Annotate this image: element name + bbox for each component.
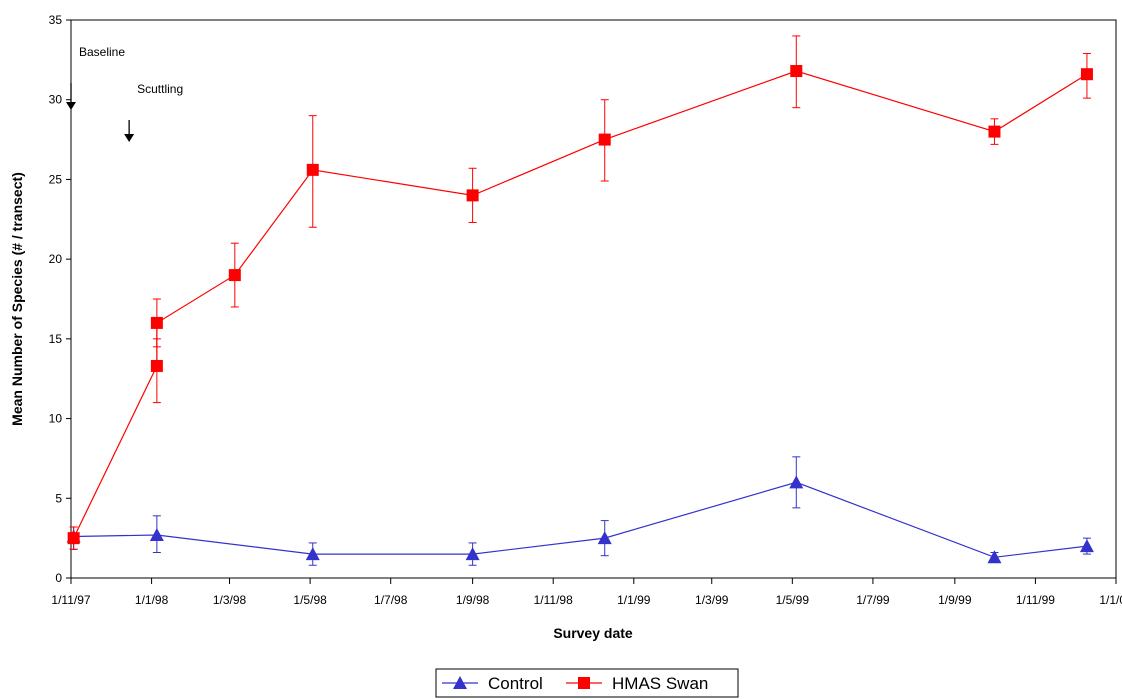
series-line-control (73, 481, 1087, 558)
data-point-square (790, 65, 803, 78)
x-tick-label: 1/1/99 (617, 593, 651, 607)
annotation-arrow-head (66, 102, 76, 110)
x-axis-title: Survey date (553, 625, 633, 641)
x-tick-label: 1/5/98 (293, 593, 327, 607)
data-point-square (1080, 68, 1093, 81)
x-axis: 1/11/97 1/1/98 1/3/98 1/5/98 1/7/98 1/9/98 1/1… (51, 578, 1122, 607)
data-point-square (598, 133, 611, 146)
data-point-triangle (465, 547, 480, 561)
data-point-square (228, 269, 241, 282)
data-point-triangle (305, 547, 320, 561)
legend: Control HMAS Swan (435, 668, 739, 698)
x-tick-label: 1/5/99 (776, 593, 810, 607)
y-tick-label: 5 (55, 491, 62, 505)
data-point-square (306, 163, 319, 176)
x-tick-label: 1/3/99 (695, 593, 729, 607)
series-layer (66, 35, 1094, 566)
legend-swan-label: HMAS Swan (612, 674, 708, 693)
x-tick-label: 1/7/98 (374, 593, 408, 607)
data-point-square (150, 316, 163, 329)
x-tick-label: 1/7/99 (856, 593, 890, 607)
legend-control-label: Control (488, 674, 543, 693)
y-axis-title: Mean Number of Species (# / transect) (9, 172, 25, 426)
data-point-square (67, 532, 80, 545)
y-axis: 0 5 10 15 20 25 30 35 (49, 13, 71, 585)
data-point-triangle (1079, 539, 1094, 553)
x-tick-label: 1/11/97 (51, 593, 90, 607)
annotation-arrow-head (124, 134, 135, 142)
x-tick-label: 1/9/98 (456, 593, 490, 607)
y-tick-label: 0 (55, 571, 62, 585)
legend-swan-marker (578, 677, 590, 689)
x-tick-label: 1/9/99 (938, 593, 972, 607)
y-tick-label: 35 (49, 13, 63, 27)
annotations: Baseline Scuttling (66, 45, 183, 142)
y-tick-label: 10 (49, 412, 63, 426)
x-tick-label: 1/11/99 (1016, 593, 1055, 607)
y-tick-label: 30 (49, 93, 63, 107)
x-tick-label: 1/3/98 (213, 593, 247, 607)
data-point-square (150, 359, 163, 372)
annotation-label: Scuttling (137, 82, 183, 96)
x-tick-label: 1/1/00 (1099, 593, 1122, 607)
data-point-square (466, 189, 479, 202)
y-tick-label: 25 (49, 172, 63, 186)
annotation-label: Baseline (79, 45, 125, 59)
x-tick-label: 1/1/98 (135, 593, 169, 607)
data-point-triangle (149, 527, 164, 541)
y-tick-label: 20 (49, 252, 63, 266)
y-tick-label: 15 (49, 332, 63, 346)
x-tick-label: 1/11/98 (534, 593, 573, 607)
legend-control-marker (453, 676, 467, 689)
plot-area (70, 19, 1117, 579)
data-point-triangle (597, 531, 612, 545)
data-point-square (988, 125, 1001, 138)
data-point-triangle (987, 550, 1002, 564)
series-hmas-swan (67, 35, 1093, 550)
data-point-triangle (789, 475, 804, 489)
series-control (66, 456, 1094, 566)
